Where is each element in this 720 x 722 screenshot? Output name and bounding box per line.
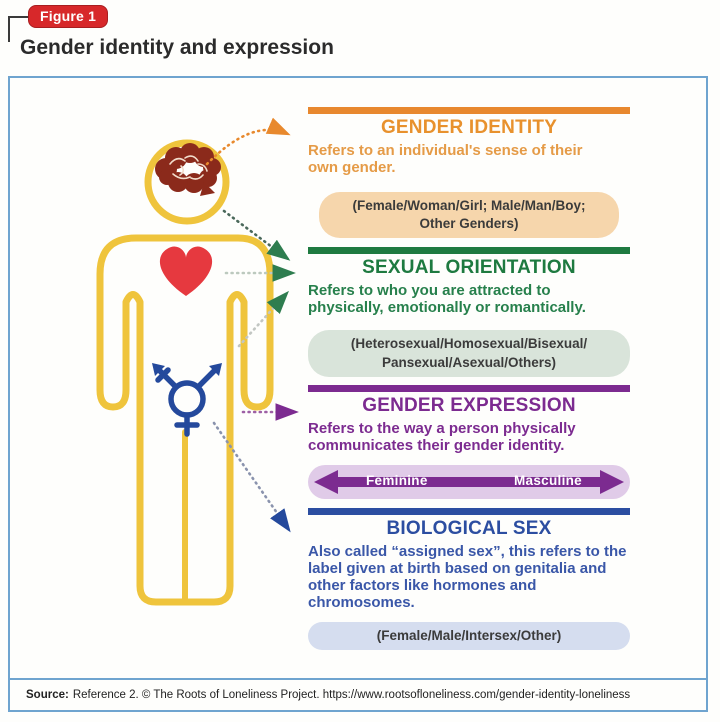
connector-brain-to-gender-identity: [205, 117, 291, 166]
transgender-nw-arrowhead: [152, 363, 165, 376]
sections-column: GENDER IDENTITY Refers to an individual'…: [308, 107, 630, 651]
figure-badge: Figure 1: [28, 5, 109, 28]
transgender-ne-arrowhead: [209, 363, 222, 376]
head-circle: [144, 139, 230, 225]
gender-identity-examples-pill: (Female/Woman/Girl; Male/Man/Boy; Other …: [319, 192, 619, 239]
spectrum-left-label: Feminine: [366, 472, 428, 488]
biological-sex-title: BIOLOGICAL SEX: [386, 517, 552, 539]
connector-head-to-sexual-orientation: [222, 209, 291, 261]
gender-expression-bar: [308, 384, 630, 392]
sexual-orientation-examples-pill: (Heterosexual/Homosexual/Bisexual/ Panse…: [308, 330, 630, 377]
sexual-orientation-description: Refers to who you are attracted to physi…: [308, 282, 586, 317]
heart-icon: [159, 246, 213, 296]
spectrum-right-label: Masculine: [514, 472, 582, 488]
gender-expression-title: GENDER EXPRESSION: [362, 394, 576, 416]
gender-expression-description: Refers to the way a person physically co…: [308, 419, 576, 454]
corner-bracket: [8, 16, 34, 42]
connector-body-to-sexual-orientation: [237, 290, 289, 348]
feminine-masculine-spectrum: Feminine Masculine: [308, 464, 630, 499]
biological-sex-description: Also called “assigned sex”, this refers …: [308, 542, 627, 611]
connector-symbol-to-biological-sex: [212, 421, 291, 533]
source-text: Reference 2. © The Roots of Loneliness P…: [72, 689, 631, 701]
body-outline: [96, 234, 274, 606]
sexual-orientation-bar: [308, 247, 630, 255]
gender-identity-bar: [308, 107, 630, 114]
source-label: Source:: [26, 689, 69, 701]
page-title: Gender identity and expression: [20, 36, 334, 59]
biological-sex-bar: [308, 507, 630, 515]
person-outline: [96, 139, 274, 606]
sexual-orientation-title: SEXUAL ORIENTATION: [362, 257, 576, 279]
connector-lines: [205, 117, 299, 533]
gender-identity-description: Refers to an individual's sense of their…: [308, 142, 583, 176]
transgender-icon: [152, 363, 222, 437]
spectrum-arrow: [314, 469, 624, 494]
person-figure: [96, 117, 299, 606]
biological-sex-examples-pill: (Female/Male/Intersex/Other): [308, 621, 630, 651]
gender-identity-title: GENDER IDENTITY: [380, 117, 558, 138]
diagram-frame: GENDER IDENTITY Refers to an individual'…: [8, 76, 708, 712]
source-footer: Source: Reference 2. © The Roots of Lone…: [10, 678, 706, 710]
